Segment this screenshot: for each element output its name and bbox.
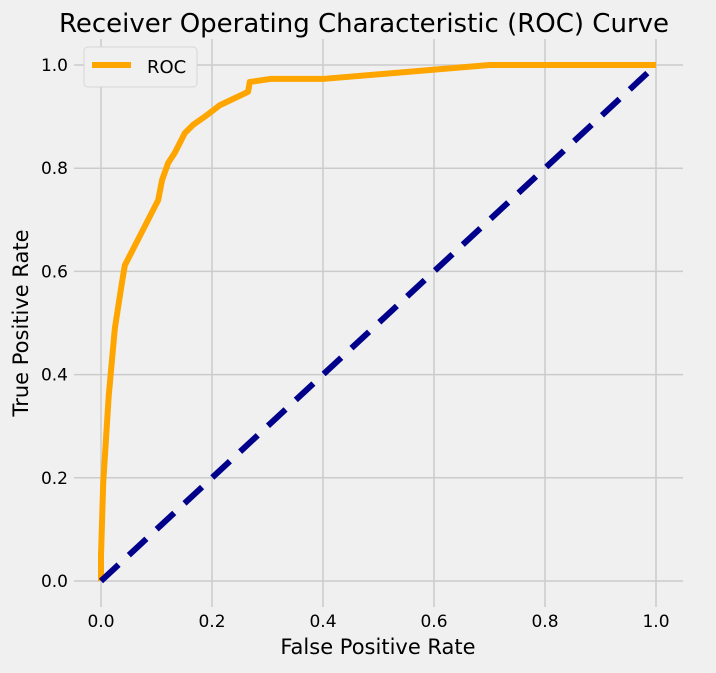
y-tick-label: 0.8 <box>41 159 68 179</box>
x-tick-label: 0.2 <box>198 612 225 632</box>
x-tick-label: 0.4 <box>309 612 336 632</box>
y-tick-label: 1.0 <box>41 56 68 76</box>
y-tick-label: 0.6 <box>41 262 68 282</box>
x-tick-label: 0.6 <box>420 612 447 632</box>
y-axis-label: True Positive Rate <box>9 229 33 417</box>
y-tick-label: 0.0 <box>41 572 68 592</box>
legend-box <box>83 46 198 88</box>
y-tick-label: 0.2 <box>41 469 68 489</box>
random-baseline-line <box>98 62 659 584</box>
legend-label-roc: ROC <box>147 57 186 78</box>
y-tick-label: 0.4 <box>41 366 68 386</box>
x-tick-label: 0.0 <box>87 612 114 632</box>
x-tick-label: 0.8 <box>531 612 558 632</box>
roc-curve-line <box>98 62 656 581</box>
x-tick-label: 1.0 <box>642 612 669 632</box>
x-axis-label: False Positive Rate <box>280 635 475 659</box>
chart-title: Receiver Operating Characteristic (ROC) … <box>59 9 669 39</box>
legend: ROC <box>83 46 198 88</box>
